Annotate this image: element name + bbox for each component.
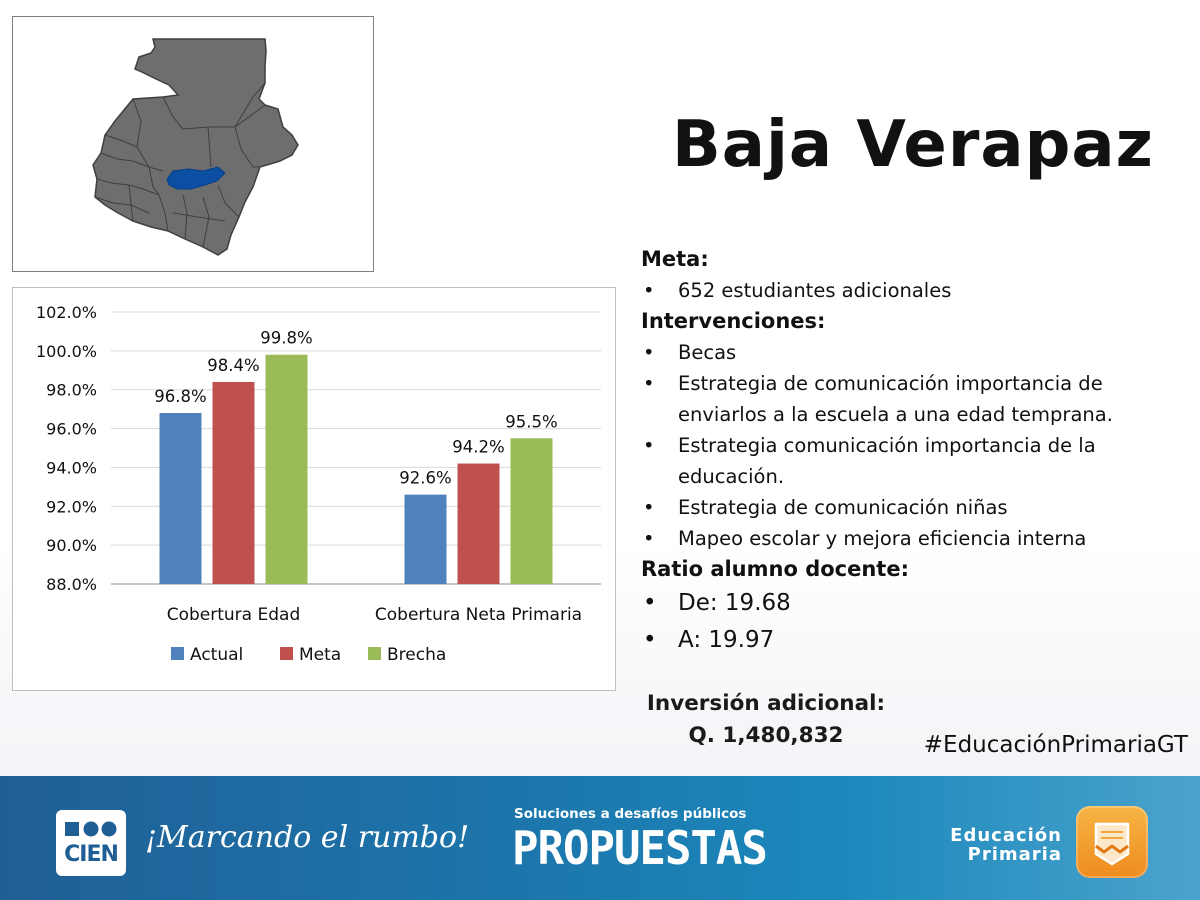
ratio-item-text: De: 19.68 [678,590,791,616]
educacion-primaria-icon [1076,806,1148,878]
investment-box: Inversión adicional: Q. 1,480,832 [616,688,916,752]
cien-logo-icon: CIEN [56,810,126,876]
baja-verapaz-highlight [166,166,226,190]
intervention-item: • Estrategia de comunicación importancia… [641,368,1186,430]
intervention-item: • Mapeo escolar y mejora eficiencia inte… [641,523,1186,554]
educacion-line2: Primaria [967,844,1062,865]
propuestas-tagline: Soluciones a desafíos públicos [514,806,747,822]
data-label: 96.8% [154,387,206,406]
guatemala-outline [92,38,299,256]
bullet-icon: • [643,372,655,395]
x-tick-label: Cobertura Edad [167,605,301,625]
intervention-item-text-cont: educación. [678,465,785,488]
educacion-line1: Educación [950,825,1062,846]
y-tick-label: 88.0% [46,575,97,594]
hashtag: #EducaciónPrimariaGT [923,732,1188,758]
data-label: 99.8% [260,329,312,348]
y-tick-label: 94.0% [46,458,97,477]
x-tick-label: Cobertura Neta Primaria [375,605,582,625]
bar-meta [457,463,500,584]
y-tick-label: 96.0% [46,420,97,439]
bar-meta [212,381,255,584]
info-panel: Meta: • 652 estudiantes adicionales Inte… [641,244,1186,659]
intervention-item-text: Becas [678,341,737,364]
cien-logo-mark [65,821,117,837]
slogan: ¡Marcando el rumbo! [145,820,470,855]
interventions-heading: Intervenciones: [641,309,826,333]
legend-label: Actual [190,645,243,665]
intervention-item-text-cont: enviarlos a la escuela a una edad tempra… [678,403,1113,426]
educacion-primaria-label: Educación Primaria [930,826,1062,864]
propuestas-wordmark: PROPUESTAS [512,822,768,876]
y-tick-label: 92.0% [46,497,97,516]
intervention-item-text: Estrategia de comunicación niñas [678,496,1008,519]
guatemala-departments-map [92,38,299,256]
intervention-item: • Estrategia comunicación importancia de… [641,430,1186,492]
ratio-heading: Ratio alumno docente: [641,557,909,581]
bullet-icon: • [643,590,657,616]
y-tick-label: 98.0% [46,381,97,400]
legend-swatch [171,647,184,660]
footer-banner [0,776,1200,900]
legend-swatch [280,647,293,660]
y-tick-label: 90.0% [46,536,97,555]
data-label: 95.5% [505,412,557,431]
intervention-item: • Estrategia de comunicación niñas [641,492,1186,523]
y-tick-label: 100.0% [36,342,97,361]
bullet-icon: • [643,627,657,653]
page-title: Baja Verapaz [672,108,1154,182]
legend-label: Meta [299,645,341,665]
investment-amount: Q. 1,480,832 [688,723,844,748]
cien-logo-text: CIEN [64,842,119,867]
coverage-bar-chart: 88.0% 90.0% 92.0% 94.0% 96.0% 98.0% 100.0% 102.… [12,287,616,691]
intervention-item-text: Estrategia de comunicación importancia d… [678,372,1103,395]
intervention-item-text: Mapeo escolar y mejora eficiencia intern… [678,527,1087,550]
bar-brecha [510,438,553,584]
meta-heading: Meta: [641,247,709,271]
legend-label: Brecha [387,645,446,665]
bar-brecha [265,354,308,584]
bullet-icon: • [643,496,655,519]
bullet-icon: • [643,527,655,550]
data-label: 98.4% [207,356,259,375]
bullet-icon: • [643,279,655,302]
ratio-item: • A: 19.97 [641,622,1186,659]
chart-svg: 88.0% 90.0% 92.0% 94.0% 96.0% 98.0% 100.0% 102.… [36,303,601,665]
bullet-icon: • [643,341,655,364]
investment-label: Inversión adicional: [646,691,886,716]
meta-item: • 652 estudiantes adicionales [641,275,1186,306]
intervention-item: • Becas [641,337,1186,368]
intervention-item-text: Estrategia comunicación importancia de l… [678,434,1096,457]
ratio-item-text: A: 19.97 [678,627,775,653]
data-label: 92.6% [399,469,451,488]
bar-actual [404,494,447,584]
y-tick-label: 102.0% [36,303,97,322]
department-borders [94,82,266,248]
guatemala-map [12,16,374,272]
book-icon [1094,822,1130,866]
bar-actual [159,413,202,584]
data-label: 94.2% [452,438,504,457]
ratio-item: • De: 19.68 [641,585,1186,622]
legend-swatch [368,647,381,660]
bullet-icon: • [643,434,655,457]
meta-item-text: 652 estudiantes adicionales [678,279,952,302]
